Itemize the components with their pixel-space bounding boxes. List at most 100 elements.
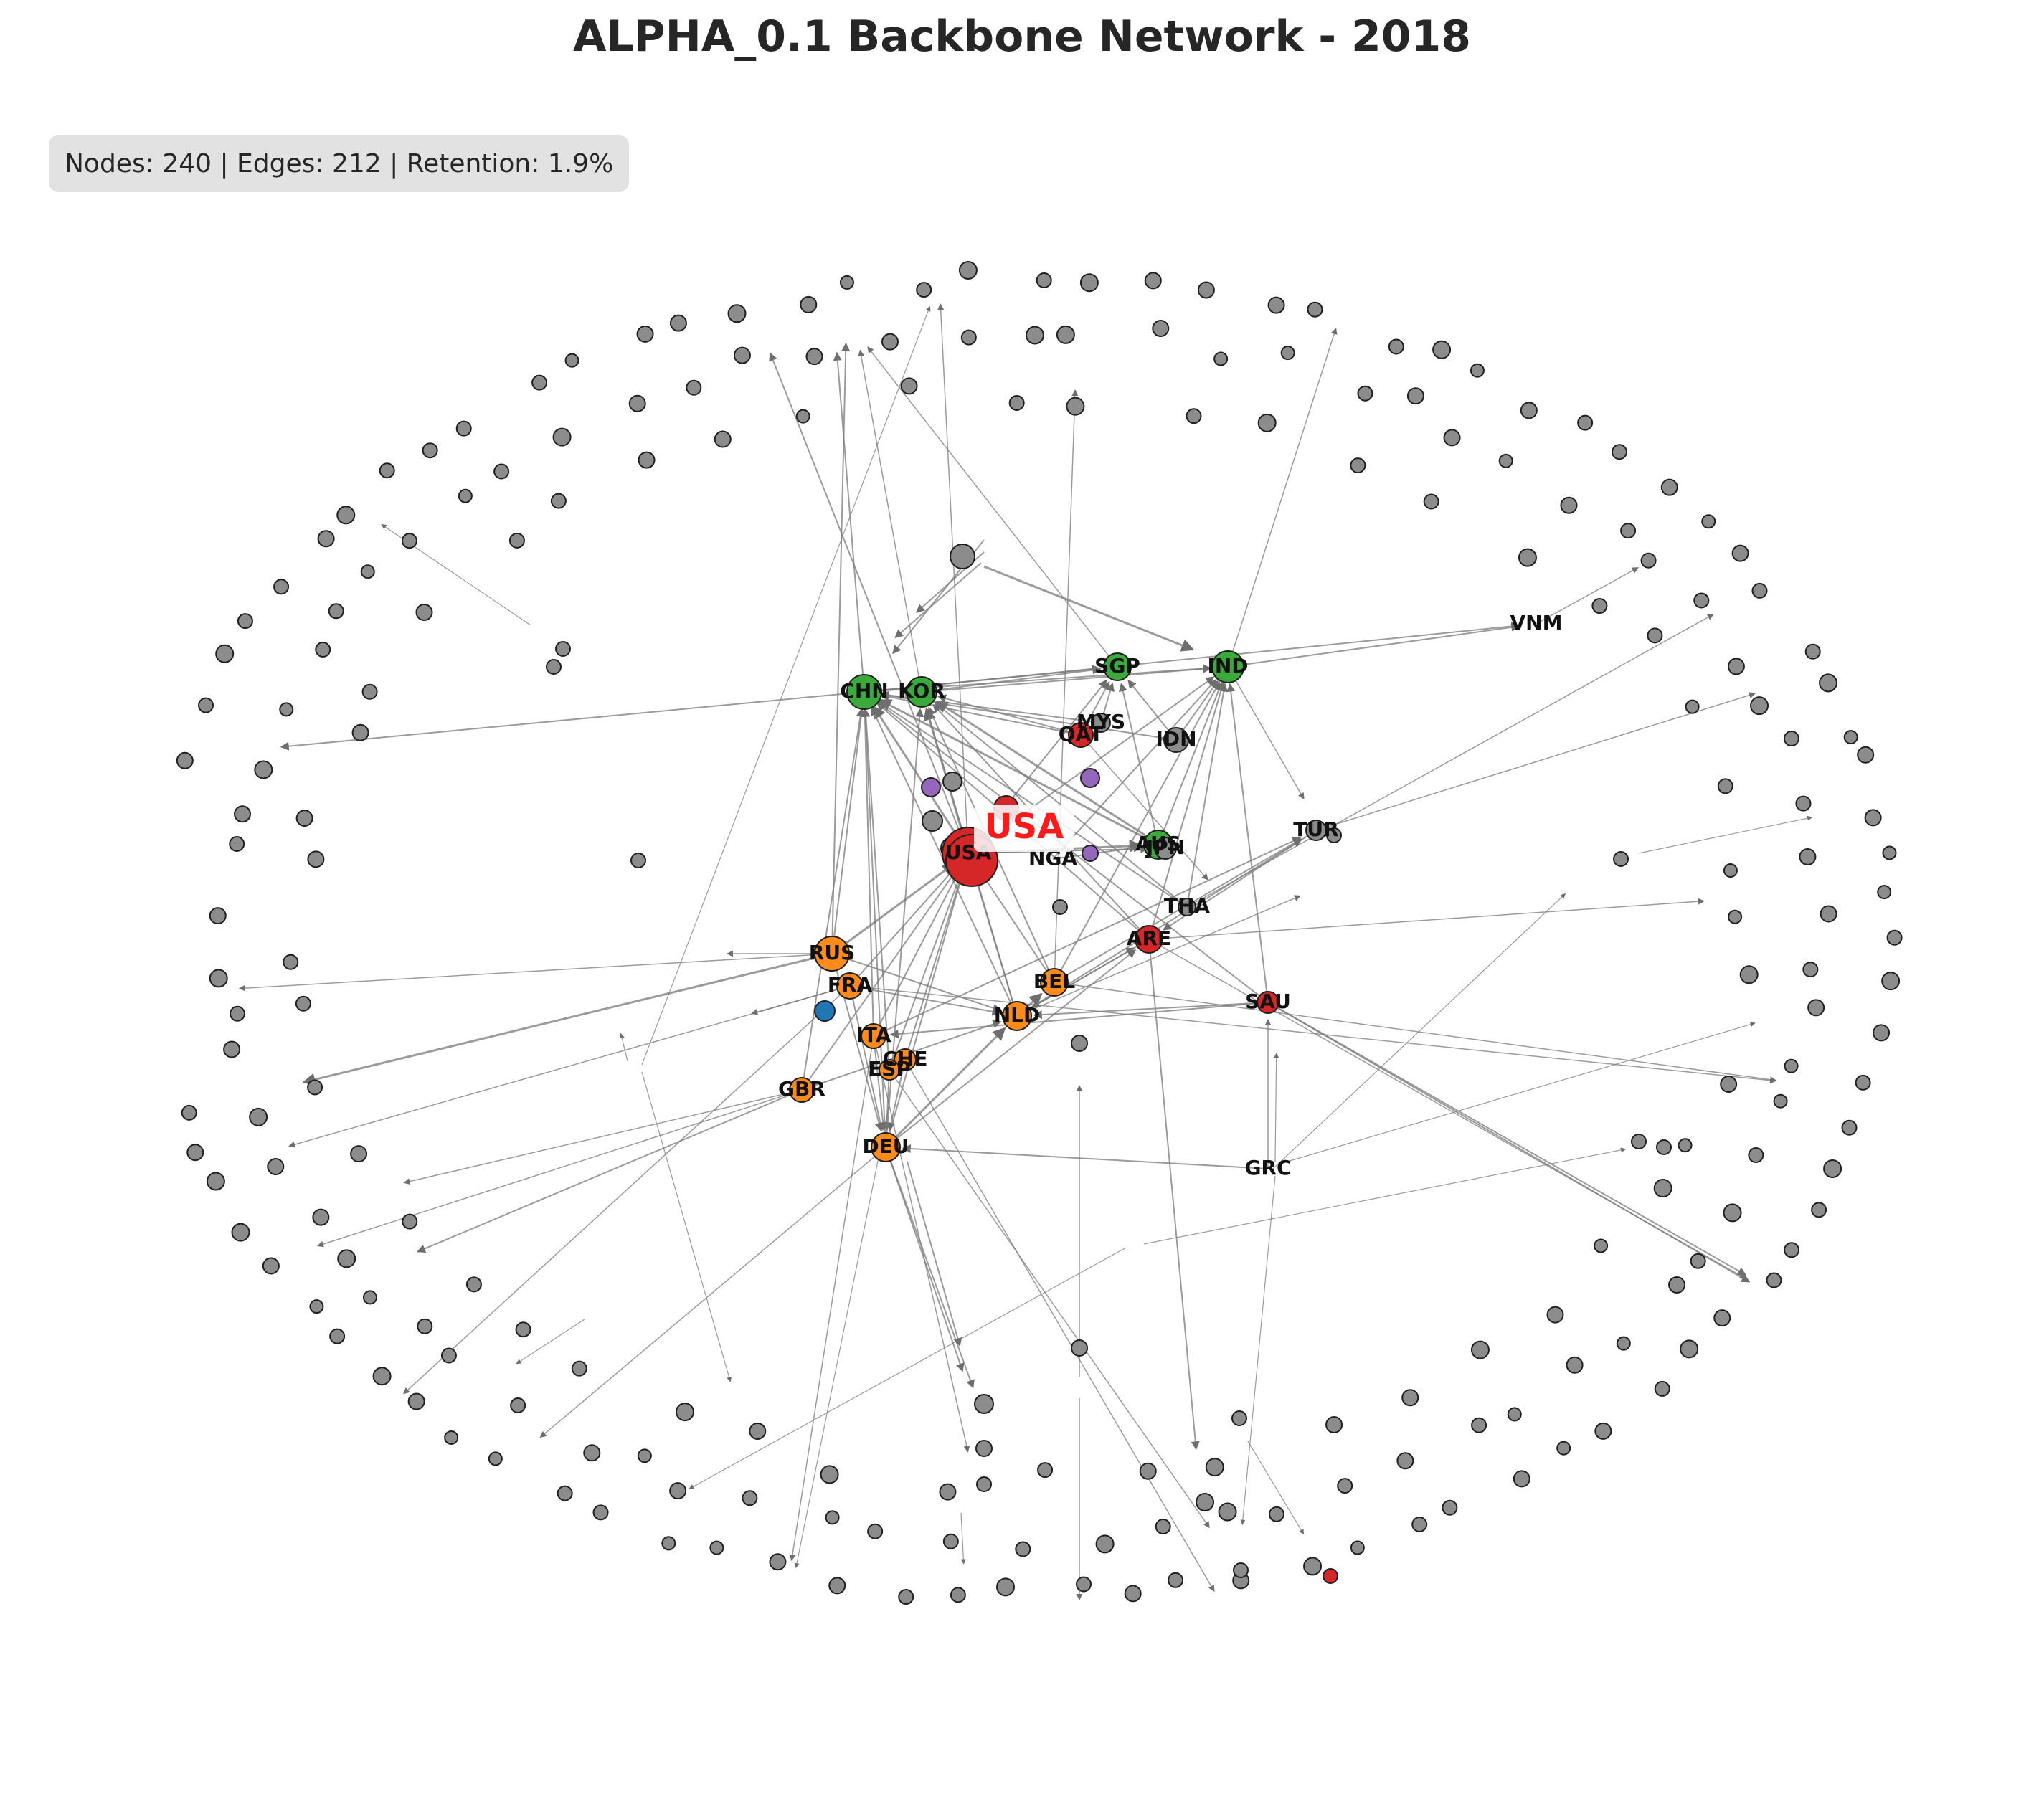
peripheral-node-67[interactable] — [1307, 301, 1323, 318]
peripheral-node-174[interactable] — [571, 1360, 587, 1377]
peripheral-node-20[interactable] — [1168, 1572, 1184, 1588]
inner-node-4[interactable] — [922, 810, 943, 832]
peripheral-node-101[interactable] — [1095, 1534, 1115, 1554]
peripheral-node-206[interactable] — [1739, 965, 1759, 984]
peripheral-node-151[interactable] — [1693, 592, 1710, 609]
inner-node-10[interactable] — [1052, 899, 1068, 915]
peripheral-node-200[interactable] — [1591, 598, 1608, 614]
inner-node-17[interactable] — [1323, 1568, 1338, 1584]
peripheral-node-96[interactable] — [1396, 1452, 1414, 1470]
peripheral-node-36[interactable] — [329, 1328, 346, 1344]
inner-node-21[interactable] — [1631, 1134, 1647, 1149]
peripheral-node-45[interactable] — [215, 644, 235, 663]
inner-node-6[interactable] — [1080, 768, 1100, 788]
node-esp[interactable] — [879, 1059, 900, 1081]
peripheral-node-40[interactable] — [206, 1172, 225, 1191]
peripheral-node-147[interactable] — [1498, 453, 1513, 468]
peripheral-node-149[interactable] — [1620, 523, 1637, 539]
peripheral-node-91[interactable] — [1668, 1276, 1686, 1294]
peripheral-node-204[interactable] — [1723, 863, 1738, 878]
peripheral-node-105[interactable] — [825, 1510, 840, 1525]
peripheral-node-48[interactable] — [317, 530, 335, 548]
peripheral-node-153[interactable] — [1750, 696, 1769, 716]
peripheral-node-137[interactable] — [881, 333, 899, 351]
inner-node-2[interactable] — [921, 777, 941, 797]
peripheral-node-125[interactable] — [279, 702, 294, 717]
peripheral-node-49[interactable] — [336, 506, 356, 525]
peripheral-node-12[interactable] — [1594, 1422, 1612, 1440]
peripheral-node-195[interactable] — [1186, 408, 1202, 424]
peripheral-node-32[interactable] — [488, 1451, 503, 1466]
peripheral-node-193[interactable] — [1008, 394, 1025, 411]
peripheral-node-107[interactable] — [669, 1482, 687, 1500]
peripheral-node-71[interactable] — [1520, 402, 1538, 419]
peripheral-node-4[interactable] — [1841, 1119, 1858, 1136]
peripheral-node-115[interactable] — [312, 1208, 330, 1226]
peripheral-node-129[interactable] — [401, 533, 417, 549]
node-deu[interactable] — [871, 1132, 901, 1162]
peripheral-node-203[interactable] — [1717, 778, 1733, 794]
peripheral-node-35[interactable] — [372, 1367, 392, 1386]
peripheral-node-154[interactable] — [1783, 731, 1799, 747]
peripheral-node-152[interactable] — [1727, 658, 1745, 675]
peripheral-node-133[interactable] — [628, 394, 646, 412]
peripheral-node-103[interactable] — [942, 1533, 959, 1549]
peripheral-node-98[interactable] — [1268, 1506, 1284, 1522]
peripheral-node-110[interactable] — [510, 1397, 526, 1414]
peripheral-node-31[interactable] — [557, 1485, 573, 1501]
peripheral-node-30[interactable] — [592, 1504, 609, 1521]
peripheral-node-170[interactable] — [939, 1483, 957, 1501]
node-sau[interactable] — [1257, 991, 1279, 1014]
peripheral-node-134[interactable] — [686, 379, 702, 396]
peripheral-node-109[interactable] — [583, 1444, 601, 1462]
peripheral-node-138[interactable] — [960, 329, 977, 346]
peripheral-node-85[interactable] — [1807, 999, 1825, 1017]
peripheral-node-99[interactable] — [1218, 1502, 1237, 1522]
peripheral-node-84[interactable] — [1877, 885, 1892, 900]
peripheral-node-38[interactable] — [262, 1257, 280, 1275]
peripheral-node-145[interactable] — [1406, 387, 1424, 405]
peripheral-node-60[interactable] — [916, 282, 932, 298]
peripheral-node-14[interactable] — [1513, 1470, 1530, 1488]
peripheral-node-128[interactable] — [360, 564, 375, 579]
peripheral-node-10[interactable] — [1680, 1339, 1699, 1359]
node-mys[interactable] — [1091, 713, 1111, 733]
peripheral-node-62[interactable] — [1036, 272, 1052, 288]
peripheral-node-23[interactable] — [996, 1577, 1016, 1597]
peripheral-node-92[interactable] — [1616, 1336, 1631, 1351]
node-are[interactable] — [1135, 925, 1163, 954]
inner-node-9[interactable] — [1071, 1035, 1088, 1052]
peripheral-node-114[interactable] — [337, 1249, 356, 1268]
peripheral-node-75[interactable] — [1701, 514, 1716, 529]
peripheral-node-185[interactable] — [361, 683, 378, 700]
peripheral-node-29[interactable] — [661, 1536, 676, 1551]
peripheral-node-34[interactable] — [407, 1392, 425, 1410]
peripheral-node-140[interactable] — [1056, 325, 1075, 344]
peripheral-node-42[interactable] — [181, 1104, 197, 1121]
inner-node-12[interactable] — [974, 1394, 994, 1414]
peripheral-node-179[interactable] — [307, 1079, 323, 1096]
inner-node-11[interactable] — [1071, 1339, 1088, 1357]
peripheral-node-142[interactable] — [1213, 351, 1229, 366]
peripheral-node-175[interactable] — [515, 1321, 531, 1338]
peripheral-node-120[interactable] — [209, 969, 228, 988]
peripheral-node-163[interactable] — [1546, 1306, 1564, 1324]
node-nld[interactable] — [1002, 1001, 1032, 1031]
peripheral-node-121[interactable] — [209, 907, 227, 925]
peripheral-node-131[interactable] — [493, 463, 510, 480]
peripheral-node-50[interactable] — [379, 462, 395, 479]
peripheral-node-87[interactable] — [1773, 1093, 1788, 1109]
peripheral-node-122[interactable] — [229, 835, 245, 852]
peripheral-node-3[interactable] — [1855, 1074, 1871, 1091]
peripheral-node-191[interactable] — [795, 409, 810, 424]
peripheral-node-118[interactable] — [223, 1040, 241, 1058]
peripheral-node-148[interactable] — [1560, 496, 1578, 514]
peripheral-node-104[interactable] — [867, 1523, 884, 1539]
inner-node-8[interactable] — [814, 1000, 836, 1022]
peripheral-node-46[interactable] — [237, 613, 253, 630]
peripheral-node-33[interactable] — [444, 1430, 459, 1445]
peripheral-node-167[interactable] — [1205, 1458, 1224, 1477]
peripheral-node-146[interactable] — [1443, 429, 1461, 447]
peripheral-node-126[interactable] — [315, 641, 331, 658]
peripheral-node-77[interactable] — [1751, 582, 1768, 599]
